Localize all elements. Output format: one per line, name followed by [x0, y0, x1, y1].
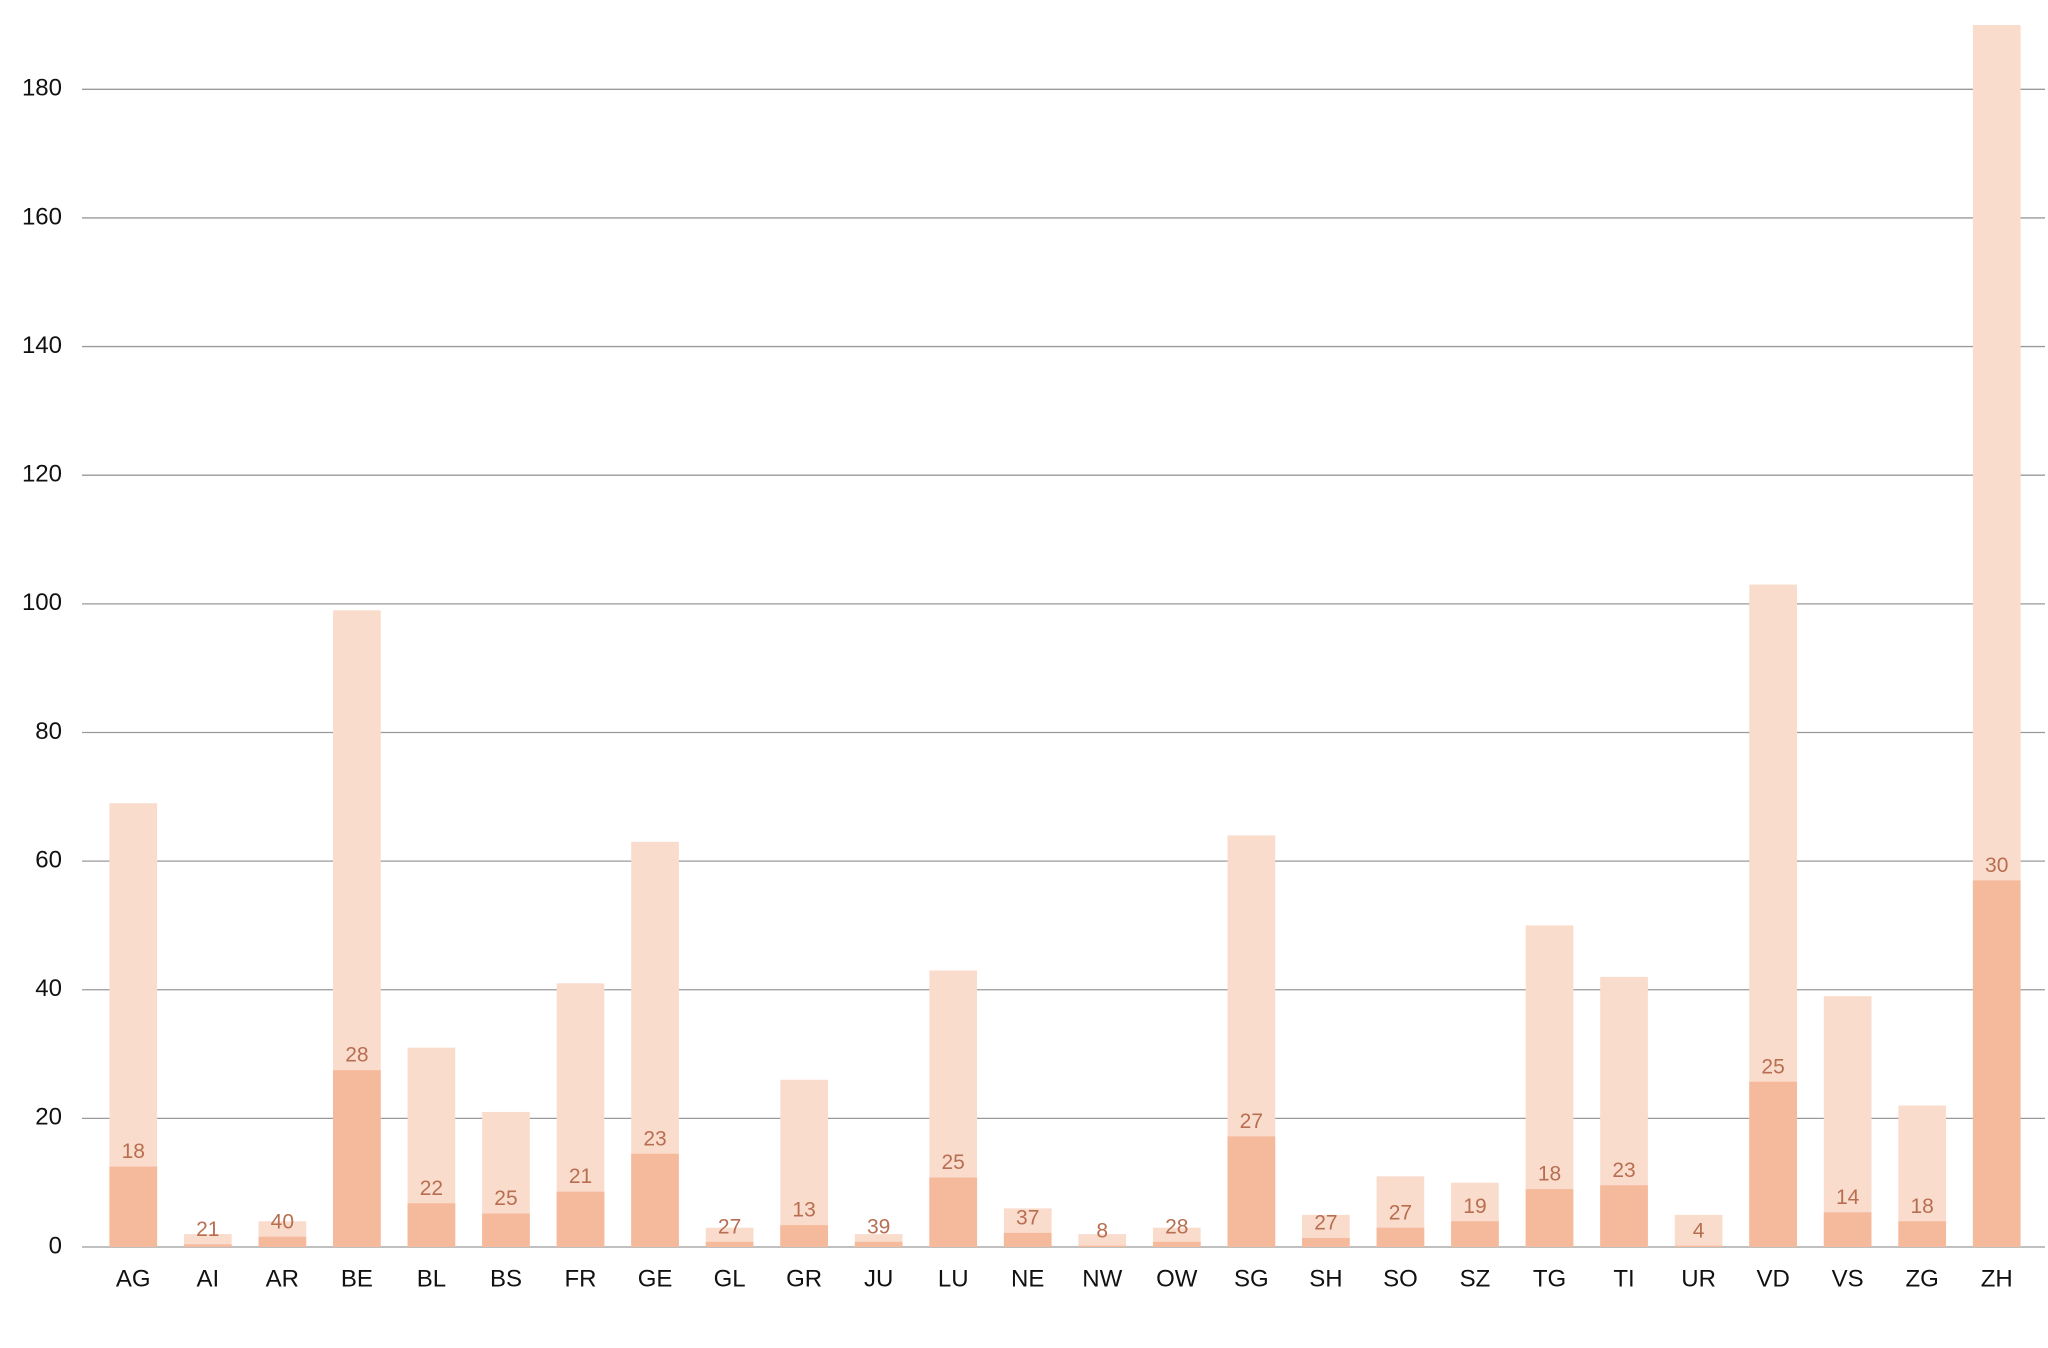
- x-tick-label: FR: [565, 1265, 597, 1292]
- y-tick-label: 140: [22, 332, 62, 359]
- share-label: 27: [718, 1215, 741, 1238]
- x-tick-label: NW: [1082, 1265, 1122, 1292]
- share-label: 22: [420, 1177, 443, 1200]
- x-tick-label: VD: [1756, 1265, 1789, 1292]
- share-label: 21: [196, 1218, 219, 1241]
- bar: [1674, 1214, 1723, 1247]
- share-label: 37: [1016, 1206, 1039, 1229]
- bar: [333, 1070, 381, 1247]
- bar: [1600, 1185, 1648, 1247]
- x-tick-label: GL: [714, 1265, 746, 1292]
- bar: [1078, 1234, 1127, 1247]
- y-tick-label: 120: [22, 461, 62, 488]
- bar: [1898, 1221, 1947, 1247]
- x-tick-label: TG: [1533, 1265, 1566, 1292]
- share-label: 28: [345, 1044, 368, 1067]
- bar: [929, 1177, 978, 1247]
- bar: [1823, 996, 1872, 1247]
- y-tick-label: 60: [35, 846, 62, 873]
- x-tick-label: BS: [490, 1265, 522, 1292]
- bar: [482, 1213, 530, 1247]
- x-tick-label: LU: [938, 1265, 969, 1292]
- x-tick-label: BE: [341, 1265, 373, 1292]
- share-label: 30: [1985, 854, 2008, 877]
- bar: [407, 1203, 456, 1247]
- x-tick-label: VS: [1832, 1265, 1864, 1292]
- share-label: 18: [1911, 1195, 1934, 1218]
- share-label: 27: [1314, 1212, 1337, 1235]
- x-tick-label: UR: [1681, 1265, 1716, 1292]
- share-label: 8: [1096, 1219, 1108, 1242]
- bar: [1227, 1136, 1276, 1247]
- share-label: 18: [122, 1140, 145, 1163]
- share-label: 23: [1612, 1159, 1635, 1182]
- y-tick-label: 20: [35, 1104, 62, 1131]
- y-tick-label: 100: [22, 589, 62, 616]
- share-label: 40: [271, 1210, 294, 1233]
- bar: [780, 1225, 828, 1247]
- x-tick-label: SZ: [1460, 1265, 1491, 1292]
- bar: [183, 1244, 232, 1247]
- share-label: 25: [942, 1151, 965, 1174]
- share-label: 18: [1538, 1163, 1561, 1186]
- x-tick-label: TI: [1613, 1265, 1634, 1292]
- share-label: 27: [1389, 1201, 1412, 1224]
- share-label: 4: [1693, 1219, 1705, 1242]
- bar: [1972, 880, 2021, 1247]
- y-tick-label: 40: [35, 975, 62, 1002]
- bar: [183, 1234, 232, 1247]
- y-tick-label: 80: [35, 718, 62, 745]
- bar: [1749, 1081, 1797, 1247]
- x-tick-label: ZG: [1906, 1265, 1939, 1292]
- share-label: 25: [1761, 1055, 1784, 1078]
- y-tick-label: 180: [22, 75, 62, 102]
- x-tick-label: GE: [638, 1265, 673, 1292]
- x-tick-label: SO: [1383, 1265, 1418, 1292]
- y-tick-label: 0: [49, 1232, 62, 1259]
- share-label: 27: [1240, 1110, 1263, 1133]
- bar: [1302, 1237, 1350, 1247]
- x-tick-label: AI: [196, 1265, 219, 1292]
- x-tick-label: SH: [1309, 1265, 1342, 1292]
- share-label: 21: [569, 1165, 592, 1188]
- bar: [1674, 1245, 1723, 1247]
- bar: [1823, 1212, 1872, 1247]
- share-label: 28: [1165, 1215, 1188, 1238]
- bar: [631, 1153, 679, 1247]
- x-tick-label: AR: [266, 1265, 299, 1292]
- bar: [705, 1241, 754, 1247]
- share-label: 39: [867, 1215, 890, 1238]
- x-tick-label: NE: [1011, 1265, 1044, 1292]
- bar: [258, 1236, 307, 1247]
- bar: [1525, 1189, 1574, 1247]
- x-tick-label: SG: [1234, 1265, 1269, 1292]
- x-tick-label: JU: [864, 1265, 893, 1292]
- x-tick-label: OW: [1156, 1265, 1198, 1292]
- bar: [1078, 1245, 1127, 1247]
- bar: [109, 1166, 158, 1247]
- y-tick-label: 160: [22, 203, 62, 230]
- share-label: 13: [792, 1199, 815, 1222]
- share-label: 14: [1836, 1186, 1860, 1209]
- bar: [1152, 1241, 1201, 1247]
- x-tick-label: GR: [786, 1265, 822, 1292]
- bar: [1003, 1232, 1052, 1247]
- x-tick-label: ZH: [1981, 1265, 2013, 1292]
- bar: [854, 1241, 903, 1247]
- x-tick-label: AG: [116, 1265, 151, 1292]
- x-tick-label: BL: [417, 1265, 446, 1292]
- share-label: 23: [643, 1127, 666, 1150]
- bar: [780, 1079, 828, 1247]
- bar: [556, 1191, 605, 1247]
- bar: [1451, 1221, 1499, 1247]
- share-label: 19: [1463, 1195, 1486, 1218]
- share-label: 25: [494, 1187, 517, 1210]
- bar: [1376, 1227, 1425, 1247]
